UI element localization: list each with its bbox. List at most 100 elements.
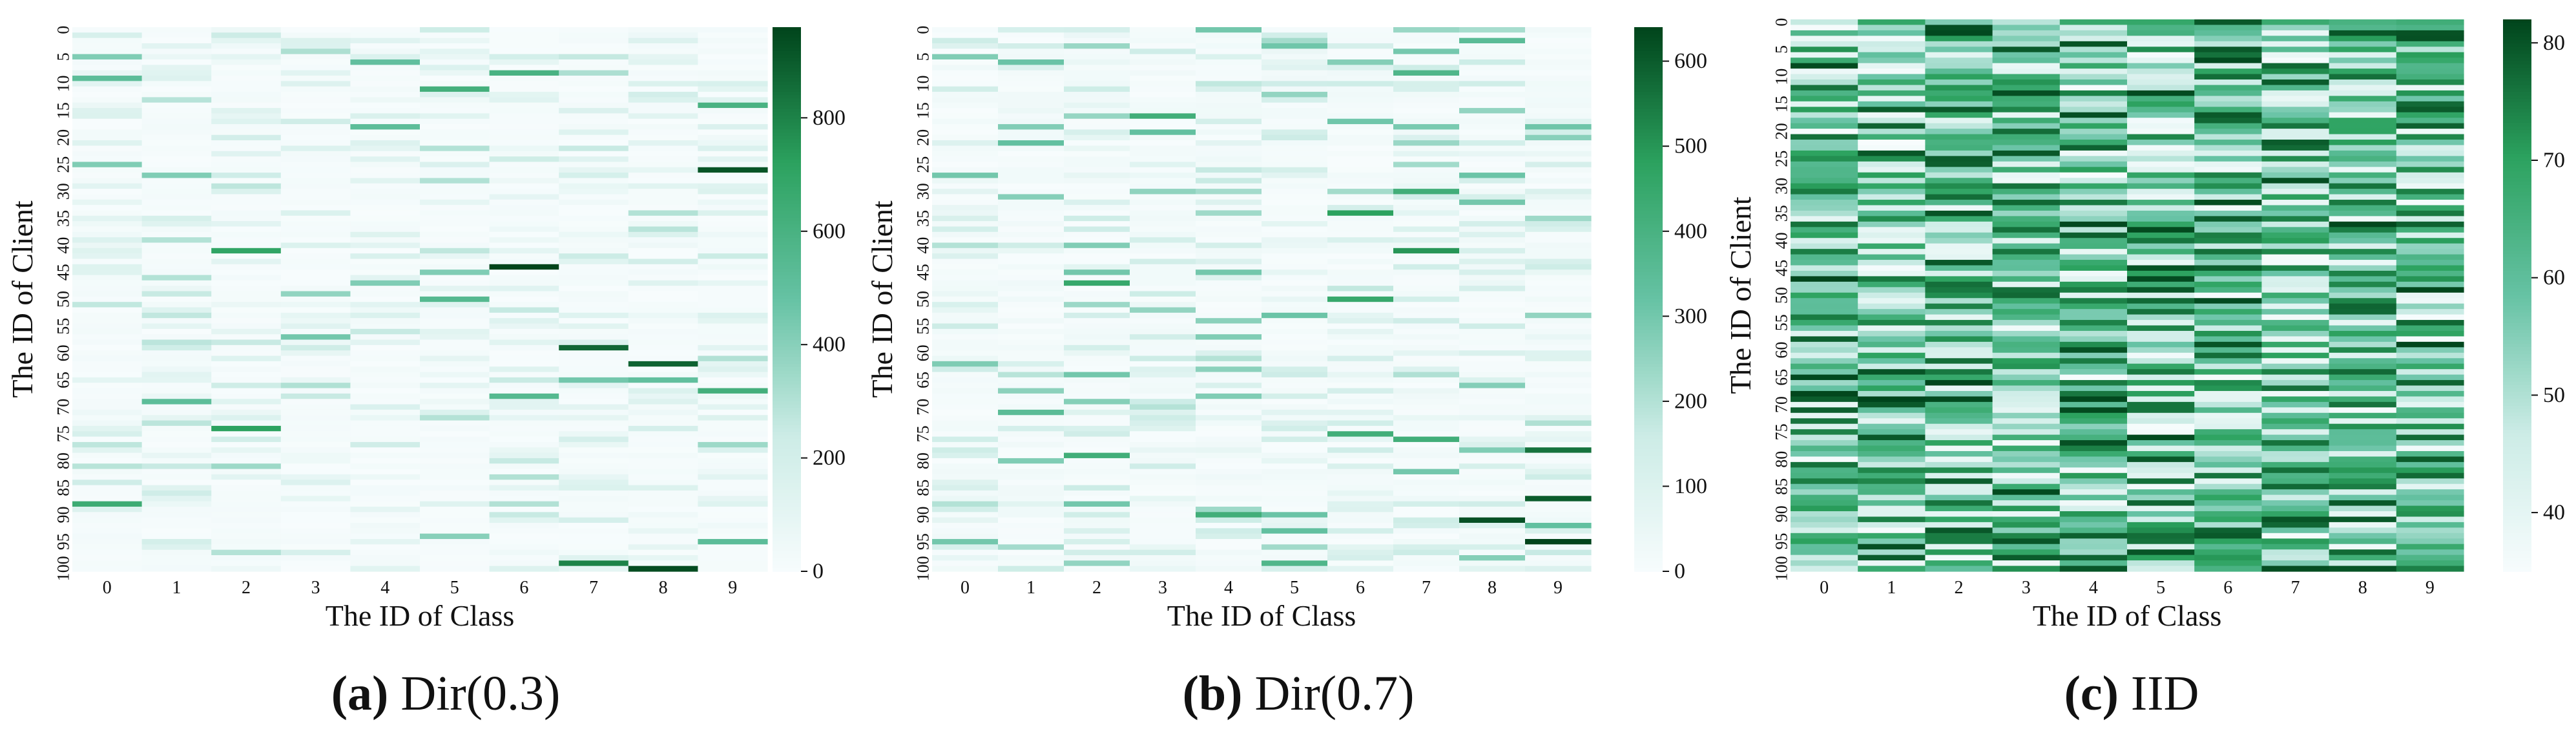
heatmap-cell	[1525, 102, 1592, 109]
heatmap-cell	[1992, 281, 2061, 288]
heatmap-cell	[2194, 456, 2262, 463]
heatmap-cell	[141, 496, 212, 502]
heatmap-cell	[1196, 32, 1262, 39]
colorbar-segment	[2503, 354, 2531, 358]
colorbar-segment	[2503, 61, 2531, 65]
heatmap-cell	[1791, 478, 1858, 485]
heatmap-cell	[2396, 183, 2464, 189]
heatmap-cell	[932, 145, 999, 152]
heatmap-cell	[72, 361, 143, 367]
heatmap-cell	[1858, 380, 1926, 386]
heatmap-cell	[211, 404, 282, 410]
heatmap-cell	[211, 275, 282, 281]
heatmap-cell	[1791, 320, 1858, 326]
heatmap-cell	[2059, 314, 2128, 321]
heatmap-cell	[1393, 490, 1460, 496]
heatmap-cell	[1791, 369, 1858, 375]
heatmap-cell	[1925, 210, 1993, 217]
heatmap-cell	[420, 173, 490, 179]
colorbar-tick-label: 300	[1674, 304, 1707, 328]
heatmap-cell	[1992, 450, 2061, 458]
heatmap-cell	[698, 253, 768, 260]
heatmap-cell	[1925, 566, 1993, 572]
heatmap-cell	[1459, 452, 1526, 459]
heatmap-cell	[280, 70, 351, 76]
colorbar-segment	[1634, 507, 1663, 511]
heatmap-cell	[1791, 467, 1858, 474]
heatmap-cell	[1130, 533, 1196, 540]
colorbar-tick-label: 80	[2543, 31, 2565, 55]
heatmap-cell	[932, 377, 999, 383]
heatmap-cell	[1064, 102, 1130, 109]
heatmap-cell	[2329, 429, 2397, 436]
heatmap-cell	[1525, 480, 1592, 486]
heatmap-cell	[2261, 123, 2330, 129]
colorbar-segment	[773, 391, 801, 396]
heatmap-cell	[1262, 291, 1328, 297]
heatmap-cell	[1858, 200, 1926, 206]
heatmap-cell	[1791, 347, 1858, 354]
colorbar-segment	[773, 510, 801, 514]
colorbar-segment	[1634, 513, 1663, 518]
heatmap-cell	[1196, 485, 1262, 491]
heatmap-cell	[1196, 97, 1262, 103]
heatmap-cell	[350, 59, 421, 65]
heatmap-cell	[2194, 369, 2262, 375]
heatmap-cell	[2127, 369, 2195, 375]
heatmap-cell	[2127, 19, 2195, 26]
heatmap-cell	[489, 469, 559, 475]
heatmap-cell	[420, 458, 490, 464]
heatmap-cell	[559, 199, 629, 206]
heatmap-cell	[2261, 118, 2330, 124]
heatmap-cell	[1327, 32, 1394, 39]
heatmap-cell	[698, 178, 768, 184]
colorbar-segment	[2503, 457, 2531, 461]
heatmap-cell	[1791, 489, 1858, 496]
heatmap-cell	[1327, 259, 1394, 265]
colorbar-segment	[773, 187, 801, 191]
heatmap-cell	[1459, 566, 1526, 572]
heatmap-cell	[2261, 423, 2330, 430]
y-axis-label: The ID of Client	[866, 200, 898, 398]
heatmap-cell	[1925, 560, 1993, 567]
heatmap-cell	[1262, 129, 1328, 136]
heatmap-cell	[2261, 500, 2330, 507]
heatmap-cell	[2261, 172, 2330, 178]
colorbar-segment	[2503, 430, 2531, 434]
heatmap-cell	[2396, 522, 2464, 528]
heatmap-cell	[1130, 474, 1196, 480]
heatmap-cell	[141, 404, 212, 410]
heatmap-cell	[2329, 221, 2397, 227]
heatmap-cell	[932, 533, 999, 540]
heatmap-cell	[932, 361, 999, 367]
heatmap-cell	[1130, 463, 1196, 470]
heatmap-cell	[2127, 112, 2195, 118]
heatmap-cell	[1327, 275, 1394, 281]
heatmap-cell	[998, 485, 1065, 491]
x-tick-label: 6	[1356, 578, 1365, 598]
heatmap-cell	[2329, 292, 2397, 299]
heatmap-cell	[628, 404, 698, 410]
heatmap-cell	[2329, 385, 2397, 392]
heatmap-cell	[1327, 388, 1394, 394]
heatmap-cell	[72, 27, 143, 33]
heatmap-cell	[2194, 58, 2262, 64]
heatmap-cell	[1791, 134, 1858, 140]
heatmap-cell	[1858, 63, 1926, 69]
heatmap-cell	[2059, 167, 2128, 173]
heatmap-cell	[559, 307, 629, 313]
heatmap-cell	[2059, 41, 2128, 47]
heatmap-cell	[932, 501, 999, 507]
heatmap-cell	[72, 393, 143, 399]
heatmap-cell	[1130, 566, 1196, 572]
heatmap-cell	[2127, 538, 2195, 545]
heatmap-cell	[1525, 70, 1592, 76]
heatmap-cell	[559, 102, 629, 109]
heatmap-cell	[1459, 162, 1526, 168]
heatmap-cell	[489, 307, 559, 313]
heatmap-cell	[2329, 380, 2397, 386]
heatmap-cell	[1327, 226, 1394, 233]
heatmap-cell	[2127, 129, 2195, 135]
heatmap-cell	[350, 124, 421, 130]
heatmap-cell	[1459, 145, 1526, 152]
